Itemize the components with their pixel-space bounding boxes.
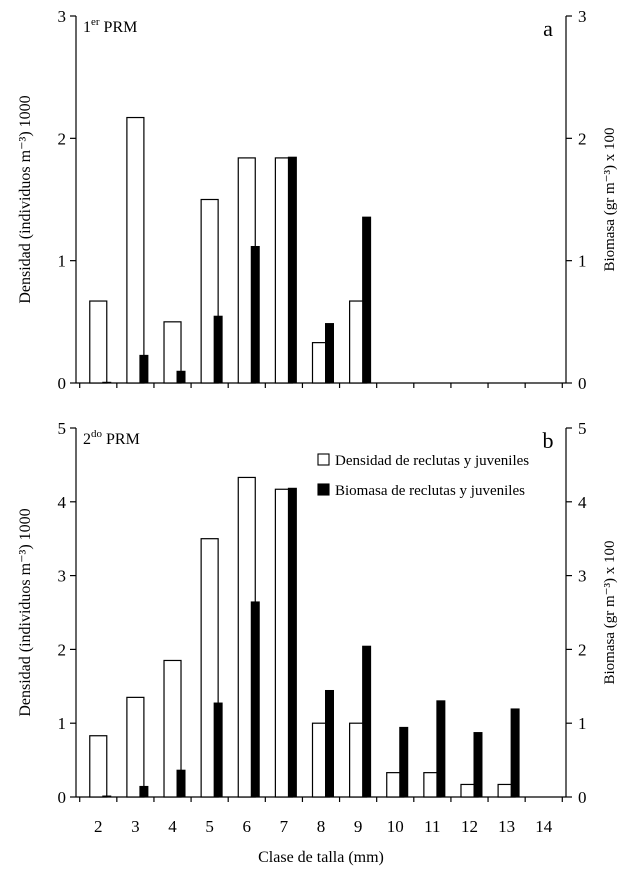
- legend-label: Biomasa de reclutas y juveniles: [335, 483, 525, 499]
- x-tick-label: 9: [354, 817, 363, 836]
- right-tick-label: 0: [578, 374, 587, 393]
- right-tick-label: 3: [578, 567, 587, 586]
- y-axis-label-left: Densidad (individuos m⁻³) 1000: [17, 508, 34, 716]
- biomass-bar: [213, 315, 223, 383]
- biomass-bar: [139, 354, 149, 383]
- left-tick-label: 0: [58, 788, 67, 807]
- biomass-bar: [250, 601, 260, 797]
- density-bar: [126, 696, 145, 798]
- biomass-bar: [510, 708, 520, 797]
- biomass-bar: [362, 216, 372, 383]
- biomass-bar: [139, 785, 149, 797]
- panel-title-superscript: er: [91, 16, 100, 28]
- panel-title-rest: PRM: [100, 19, 138, 36]
- panel-title: 1er PRM: [83, 16, 137, 36]
- x-tick-label: 14: [535, 817, 553, 836]
- left-tick-label: 4: [58, 493, 67, 512]
- biomass-bar: [325, 689, 334, 797]
- right-tick-label: 5: [578, 419, 587, 438]
- density-bar: [126, 116, 145, 384]
- y-axis-label-right: Biomasa (gr m⁻³) x 100: [602, 540, 618, 684]
- legend-label: Densidad de reclutas y juveniles: [335, 453, 529, 469]
- x-tick-label: 5: [205, 817, 214, 836]
- right-tick-label: 0: [578, 788, 587, 807]
- density-bar: [89, 300, 108, 384]
- x-tick-label: 8: [317, 817, 326, 836]
- biomass-bar: [176, 370, 186, 383]
- biomass-bar: [287, 156, 297, 383]
- x-tick-label: 4: [168, 817, 177, 836]
- panel-title-main: 1: [83, 19, 91, 36]
- left-tick-label: 0: [58, 374, 67, 393]
- biomass-bar: [399, 726, 409, 797]
- panel-letter: a: [543, 16, 553, 41]
- x-tick-label: 11: [424, 817, 440, 836]
- density-bar: [89, 735, 108, 798]
- legend-swatch: [317, 453, 330, 466]
- biomass-bar: [287, 487, 297, 797]
- x-tick-label: 7: [280, 817, 289, 836]
- biomass-bar: [250, 245, 260, 383]
- x-tick-label: 6: [243, 817, 252, 836]
- x-tick-label: 10: [387, 817, 404, 836]
- x-tick-label: 2: [94, 817, 103, 836]
- right-tick-label: 3: [578, 7, 587, 26]
- y-axis-label-right: Biomasa (gr m⁻³) x 100: [602, 127, 618, 271]
- panel-title-rest: PRM: [102, 431, 140, 448]
- panel-title-main: 2: [83, 431, 91, 448]
- biomass-bar: [325, 323, 334, 383]
- density-bar: [163, 321, 182, 384]
- legend-swatch: [317, 483, 330, 496]
- right-tick-label: 1: [578, 252, 587, 271]
- x-tick-label: 3: [131, 817, 140, 836]
- left-tick-label: 5: [58, 419, 67, 438]
- density-bar: [163, 659, 182, 798]
- left-tick-label: 3: [58, 7, 67, 26]
- panel-title: 2do PRM: [83, 428, 140, 448]
- right-tick-label: 2: [578, 640, 587, 659]
- right-tick-label: 4: [578, 493, 587, 512]
- biomass-bar: [102, 381, 112, 383]
- panel-title-superscript: do: [91, 428, 103, 440]
- x-tick-label: 13: [498, 817, 515, 836]
- left-tick-label: 2: [58, 640, 67, 659]
- left-tick-label: 1: [58, 714, 67, 733]
- biomass-bar: [473, 732, 483, 797]
- left-tick-label: 1: [58, 252, 67, 271]
- left-tick-label: 3: [58, 567, 67, 586]
- biomass-bar: [213, 702, 223, 797]
- panel-letter: b: [543, 428, 554, 453]
- right-tick-label: 1: [578, 714, 587, 733]
- biomass-bar: [176, 769, 186, 797]
- right-tick-label: 2: [578, 129, 587, 148]
- biomass-bar: [102, 795, 112, 797]
- biomass-bar: [362, 645, 372, 797]
- biomass-bar: [436, 700, 446, 797]
- y-axis-label-left: Densidad (individuos m⁻³) 1000: [17, 95, 34, 303]
- x-axis-label: Clase de talla (mm): [258, 849, 384, 866]
- left-tick-label: 2: [58, 129, 67, 148]
- x-tick-label: 12: [461, 817, 478, 836]
